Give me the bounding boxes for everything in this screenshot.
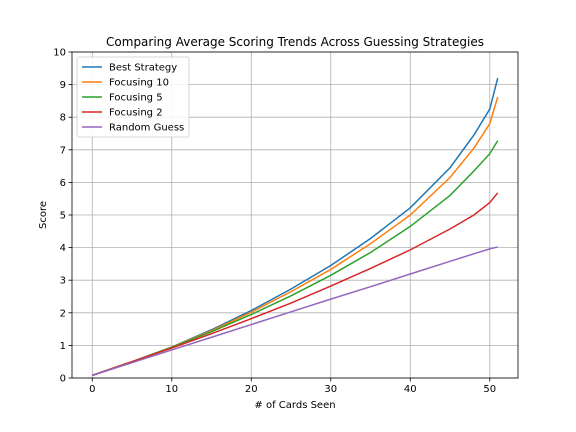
legend-label: Random Guess (109, 123, 184, 134)
axis-ticks: 0 10 20 30 40 50 0 1 2 3 4 5 6 7 8 9 10 (53, 48, 496, 396)
y-tick-label: 2 (60, 308, 66, 319)
series-lines (92, 77, 499, 377)
x-axis-label: # of Cards Seen (254, 400, 335, 411)
series-line-4 (92, 246, 498, 377)
x-tick-label: 50 (483, 384, 496, 395)
y-tick-label: 0 (60, 374, 66, 385)
y-tick-label: 6 (60, 178, 66, 189)
legend: Best Strategy Focusing 10 Focusing 5 Focusi… (76, 56, 190, 138)
y-tick-label: 9 (60, 80, 66, 91)
y-tick-label: 10 (53, 48, 66, 59)
x-tick-label: 30 (324, 384, 337, 395)
y-tick-label: 5 (60, 211, 66, 222)
y-axis-label: Score (38, 201, 49, 229)
legend-label: Focusing 5 (109, 93, 163, 104)
series-line-3 (92, 192, 499, 377)
y-tick-label: 4 (60, 243, 66, 254)
legend-label: Focusing 2 (109, 108, 163, 119)
legend-box (76, 56, 190, 138)
legend-label: Best Strategy (109, 63, 177, 74)
y-tick-label: 3 (60, 276, 66, 287)
y-tick-label: 7 (60, 145, 66, 156)
x-tick-label: 10 (165, 384, 178, 395)
grid (72, 51, 518, 379)
legend-label: Focusing 10 (109, 78, 169, 89)
chart-title: Comparing Average Scoring Trends Across … (106, 35, 484, 49)
y-tick-label: 8 (60, 113, 66, 124)
y-tick-label: 1 (60, 341, 66, 352)
x-tick-label: 0 (89, 384, 95, 395)
x-tick-label: 20 (245, 384, 258, 395)
x-tick-label: 40 (404, 384, 417, 395)
